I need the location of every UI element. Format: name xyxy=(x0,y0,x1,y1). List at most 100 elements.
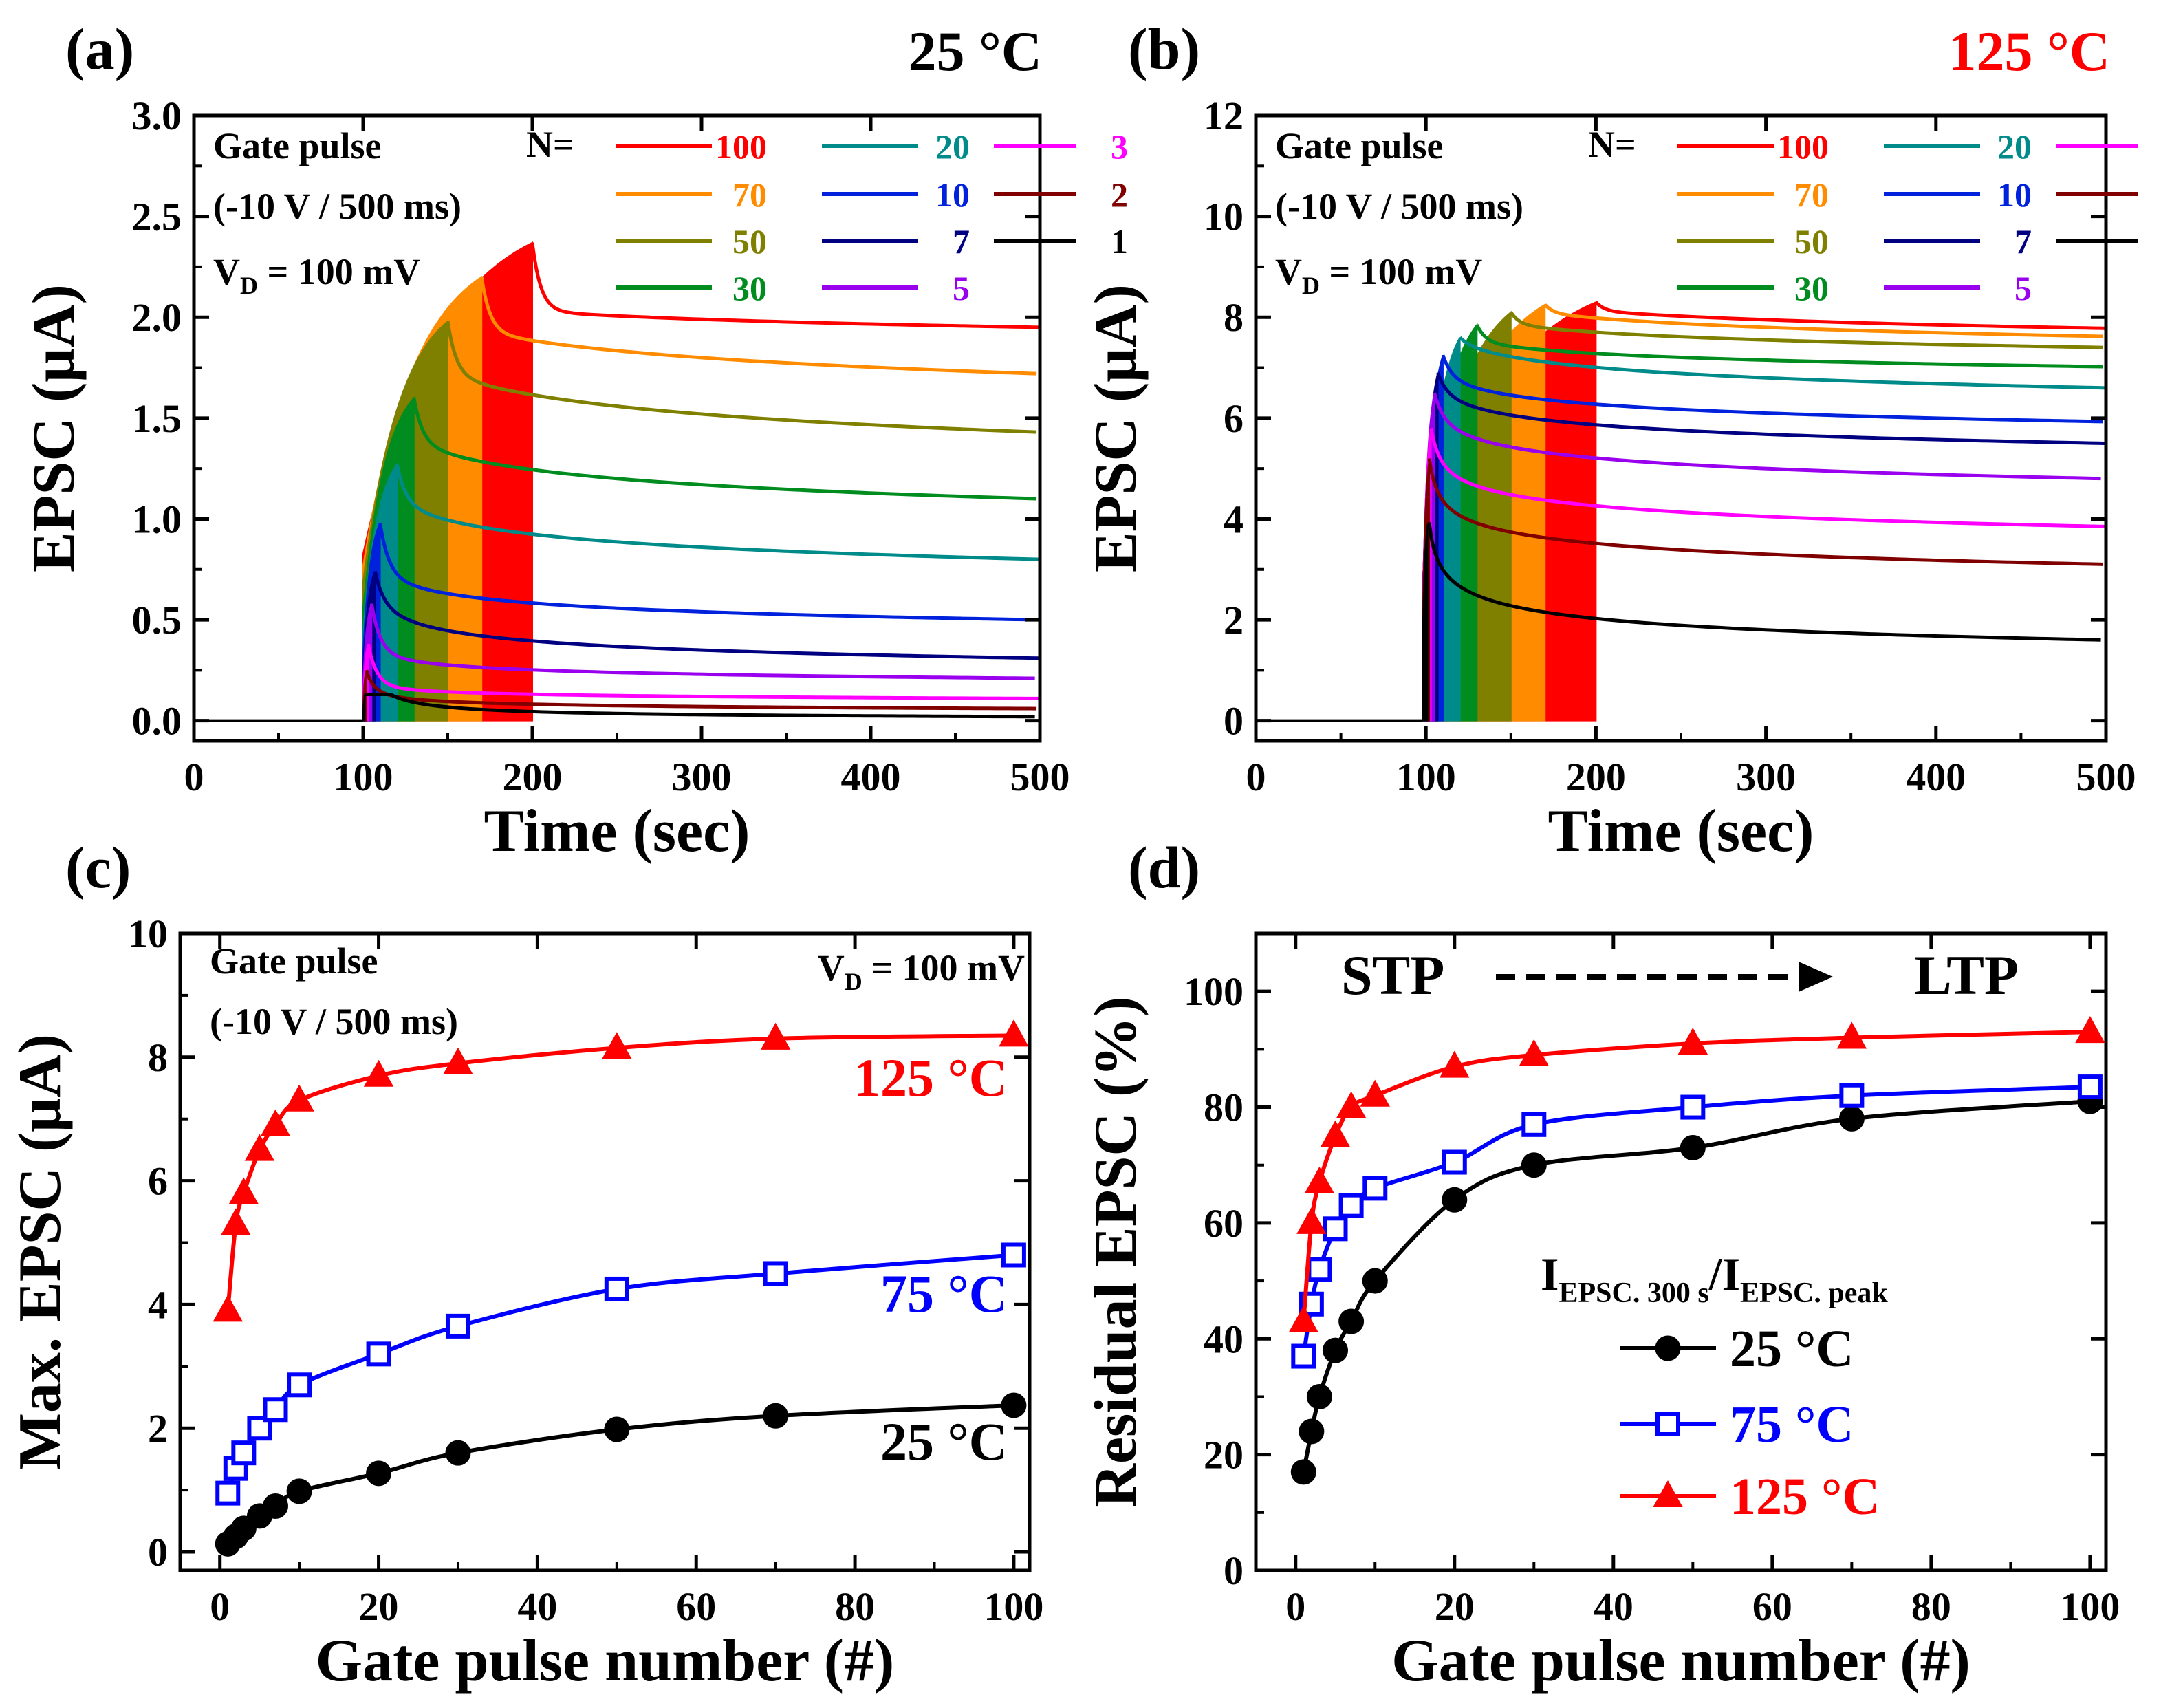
x-axis-label: Time (sec) xyxy=(1548,798,1814,865)
legend-marker xyxy=(1655,1412,1680,1436)
data-point xyxy=(604,1276,629,1301)
data-point xyxy=(1001,1392,1027,1418)
y-tick-label: 0 xyxy=(148,1530,168,1575)
y-tick-label: 12 xyxy=(1204,94,1244,138)
data-point xyxy=(286,1478,312,1504)
y-tick-label: 2 xyxy=(148,1406,168,1451)
decay-trace-20 xyxy=(1458,336,2106,390)
decay-trace-5 xyxy=(369,603,1035,680)
legend-label-50: 50 xyxy=(732,222,767,261)
x-tick-label: 400 xyxy=(841,755,901,799)
legend-label-70: 70 xyxy=(732,175,767,214)
data-point xyxy=(263,1397,288,1423)
x-tick-label: 100 xyxy=(1396,755,1456,799)
decay-trace-7 xyxy=(373,571,1039,660)
legend-label-10: 10 xyxy=(935,175,970,214)
y-tick-label: 100 xyxy=(1184,969,1244,1014)
temperature-label: 125 °C xyxy=(1948,20,2110,83)
plot-area xyxy=(1256,301,2106,722)
data-point xyxy=(763,1261,788,1286)
legend-label-100: 100 xyxy=(1777,127,1829,166)
decay-trace-30 xyxy=(1475,324,2103,369)
data-point xyxy=(260,1109,291,1136)
ratio-sub2: EPSC. peak xyxy=(1740,1277,1888,1309)
panel-d: 0 20 40 60 80 100 0 20 40 60 80 100 Gate pulse numbe… xyxy=(1083,834,2120,1694)
decay-trace-30 xyxy=(412,398,1037,501)
data-point xyxy=(1677,1027,1708,1055)
series-label-25: 25 °C xyxy=(880,1412,1008,1471)
x-tick-label: 40 xyxy=(1594,1584,1633,1629)
data-point xyxy=(1307,1257,1332,1282)
data-point xyxy=(1336,1091,1367,1118)
decay-trace-70 xyxy=(479,277,1037,376)
data-point xyxy=(1521,1152,1547,1178)
vd-symbol: V xyxy=(213,251,240,292)
data-point xyxy=(445,1313,470,1339)
decay-trace-3 xyxy=(1429,428,2105,528)
legend-label-7: 7 xyxy=(2015,222,2032,261)
panel-label: (b) xyxy=(1128,16,1200,82)
x-tick-label: 0 xyxy=(210,1584,230,1629)
data-point xyxy=(604,1416,630,1442)
x-tick-label: 0 xyxy=(1285,1584,1305,1629)
data-point xyxy=(1440,1050,1470,1078)
data-point xyxy=(244,1134,275,1161)
vd-subscript: D xyxy=(240,272,258,299)
plot-frame xyxy=(1254,931,2108,1572)
legend-label-50: 50 xyxy=(1794,222,1829,261)
gate-pulse-condition: (-10 V / 500 ms) xyxy=(213,186,461,227)
data-point xyxy=(760,1022,791,1050)
vd-value: = 100 mV xyxy=(1320,251,1482,292)
panel-label: (c) xyxy=(65,834,131,900)
y-tick-label: 6 xyxy=(1224,396,1244,441)
x-tick-label: 0 xyxy=(1246,755,1266,799)
y-tick-label: 20 xyxy=(1204,1433,1244,1478)
y-tick-label: 8 xyxy=(1224,295,1244,340)
data-point xyxy=(228,1177,259,1204)
data-point xyxy=(1001,1242,1026,1268)
data-point xyxy=(215,1480,241,1506)
data-point xyxy=(366,1460,392,1487)
y-tick-label: 4 xyxy=(148,1282,168,1327)
y-axis-label: Residual EPSC (%) xyxy=(1083,996,1149,1507)
gate-pulse-condition: (-10 V / 500 ms) xyxy=(210,1001,458,1042)
legend-label: 75 °C xyxy=(1730,1396,1854,1453)
ratio-label: IEPSC. 300 s/IEPSC. peak xyxy=(1541,1248,1888,1309)
decay-trace-3 xyxy=(366,643,1039,700)
x-tick-label: 60 xyxy=(676,1584,716,1629)
series-label-75: 75 °C xyxy=(880,1264,1008,1323)
data-point xyxy=(1291,1343,1316,1369)
x-tick-label: 200 xyxy=(1566,755,1626,799)
vd-value: = 100 mV xyxy=(258,251,420,292)
gate-pulse-label: Gate pulse xyxy=(210,940,378,982)
x-tick-label: 100 xyxy=(334,755,393,799)
pulse-train-1 xyxy=(1422,523,1429,722)
vd-label: VD = 100 mV xyxy=(1275,251,1482,299)
data-point xyxy=(1288,1305,1319,1333)
y-tick-label: 0 xyxy=(1224,1548,1244,1593)
y-tick-label: 80 xyxy=(1204,1085,1244,1130)
y-tick-label: 2.0 xyxy=(132,295,182,340)
stp-ltp-arrow-head xyxy=(1799,962,1833,992)
legend-label-20: 20 xyxy=(1997,127,2032,166)
y-tick-label: 2 xyxy=(1224,598,1244,642)
legend-label-2: 2 xyxy=(1111,175,1128,214)
data-point xyxy=(1839,1083,1865,1108)
data-point xyxy=(763,1403,789,1429)
vd-subscript: D xyxy=(1302,272,1320,299)
y-tick-label: 0 xyxy=(1224,699,1244,744)
y-tick-label: 2.5 xyxy=(132,195,182,239)
data-point xyxy=(221,1208,251,1235)
y-axis-label: EPSC (μA) xyxy=(1083,284,1149,572)
data-point xyxy=(1296,1207,1327,1234)
gate-pulse-label: Gate pulse xyxy=(213,125,382,166)
x-tick-label: 300 xyxy=(1736,755,1796,799)
vd-label: VD = 100 mV xyxy=(818,947,1025,995)
x-tick-label: 100 xyxy=(984,1584,1043,1629)
panel-label: (d) xyxy=(1128,834,1200,900)
decay-trace-50 xyxy=(1509,311,2103,349)
legend-label-100: 100 xyxy=(715,127,767,166)
